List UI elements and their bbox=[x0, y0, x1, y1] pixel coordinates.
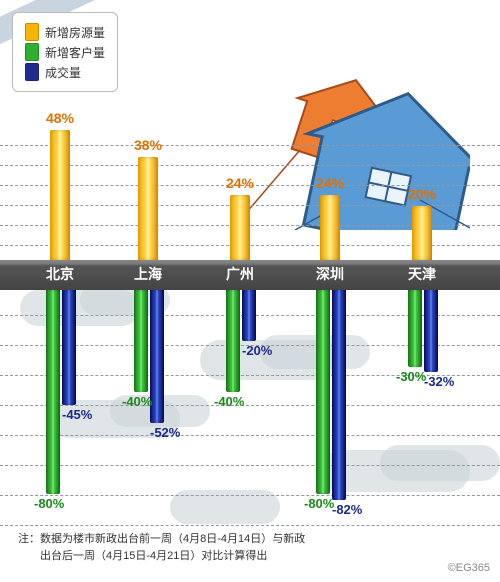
city-label: 天津 bbox=[382, 264, 462, 284]
bar-volume bbox=[62, 290, 76, 405]
copyright: ©EG365 bbox=[448, 562, 490, 574]
legend: 新增房源量 新增客户量 成交量 bbox=[12, 12, 118, 92]
legend-label: 新增客户量 bbox=[45, 44, 105, 61]
bar-label: 24% bbox=[310, 175, 350, 191]
bar-volume bbox=[424, 290, 438, 372]
axis-band: 北京上海广州深圳天津 bbox=[0, 260, 500, 290]
city-label: 北京 bbox=[20, 264, 100, 284]
grid-line bbox=[0, 405, 500, 406]
city-label: 广州 bbox=[200, 264, 280, 284]
bar-new-clients bbox=[134, 290, 148, 392]
grid-line bbox=[0, 145, 500, 146]
bar-label: -82% bbox=[332, 502, 362, 517]
bar-label: 48% bbox=[40, 110, 80, 126]
bar-new-clients bbox=[316, 290, 330, 494]
grid-line bbox=[0, 525, 500, 526]
bar-label: 24% bbox=[220, 175, 260, 191]
bar-chart: 北京上海广州深圳天津 48%-80%-45%38%-40%-52%24%-40%… bbox=[0, 125, 500, 530]
bar-label: 38% bbox=[128, 137, 168, 153]
footnote-line: 出台后一周（4月15日-4月21日）对比计算得出 bbox=[18, 548, 305, 565]
legend-swatch-green bbox=[25, 43, 39, 61]
bar-label: -30% bbox=[396, 369, 426, 384]
footnote-line: 注：数据为楼市新政出台前一周（4月8日-4月14日）与新政 bbox=[18, 531, 305, 548]
bar-new-listings bbox=[50, 130, 70, 260]
legend-label: 新增房源量 bbox=[45, 24, 105, 41]
grid-line bbox=[0, 495, 500, 496]
bar-volume bbox=[332, 290, 346, 500]
bar-label: -40% bbox=[122, 394, 152, 409]
bar-new-clients bbox=[226, 290, 240, 392]
legend-swatch-blue bbox=[25, 63, 39, 81]
legend-item: 成交量 bbox=[25, 63, 105, 81]
grid-line bbox=[0, 165, 500, 166]
legend-item: 新增房源量 bbox=[25, 23, 105, 41]
bar-label: -45% bbox=[62, 407, 92, 422]
legend-label: 成交量 bbox=[45, 64, 81, 81]
bar-label: -80% bbox=[304, 496, 334, 511]
bar-label: -20% bbox=[242, 343, 272, 358]
bar-label: -40% bbox=[214, 394, 244, 409]
city-label: 上海 bbox=[108, 264, 188, 284]
bar-new-listings bbox=[138, 157, 158, 260]
bar-label: -32% bbox=[424, 374, 454, 389]
bar-label: 20% bbox=[402, 186, 442, 202]
bar-volume bbox=[242, 290, 256, 341]
bar-label: -80% bbox=[34, 496, 64, 511]
grid-line bbox=[0, 465, 500, 466]
footnote: 注：数据为楼市新政出台前一周（4月8日-4月14日）与新政 出台后一周（4月15… bbox=[18, 531, 305, 564]
city-label: 深圳 bbox=[290, 264, 370, 284]
bar-new-listings bbox=[320, 195, 340, 260]
bar-new-listings bbox=[230, 195, 250, 260]
legend-item: 新增客户量 bbox=[25, 43, 105, 61]
bar-new-clients bbox=[408, 290, 422, 367]
bar-label: -52% bbox=[150, 425, 180, 440]
bar-new-listings bbox=[412, 206, 432, 260]
grid-line bbox=[0, 435, 500, 436]
bar-new-clients bbox=[46, 290, 60, 494]
legend-swatch-yellow bbox=[25, 23, 39, 41]
